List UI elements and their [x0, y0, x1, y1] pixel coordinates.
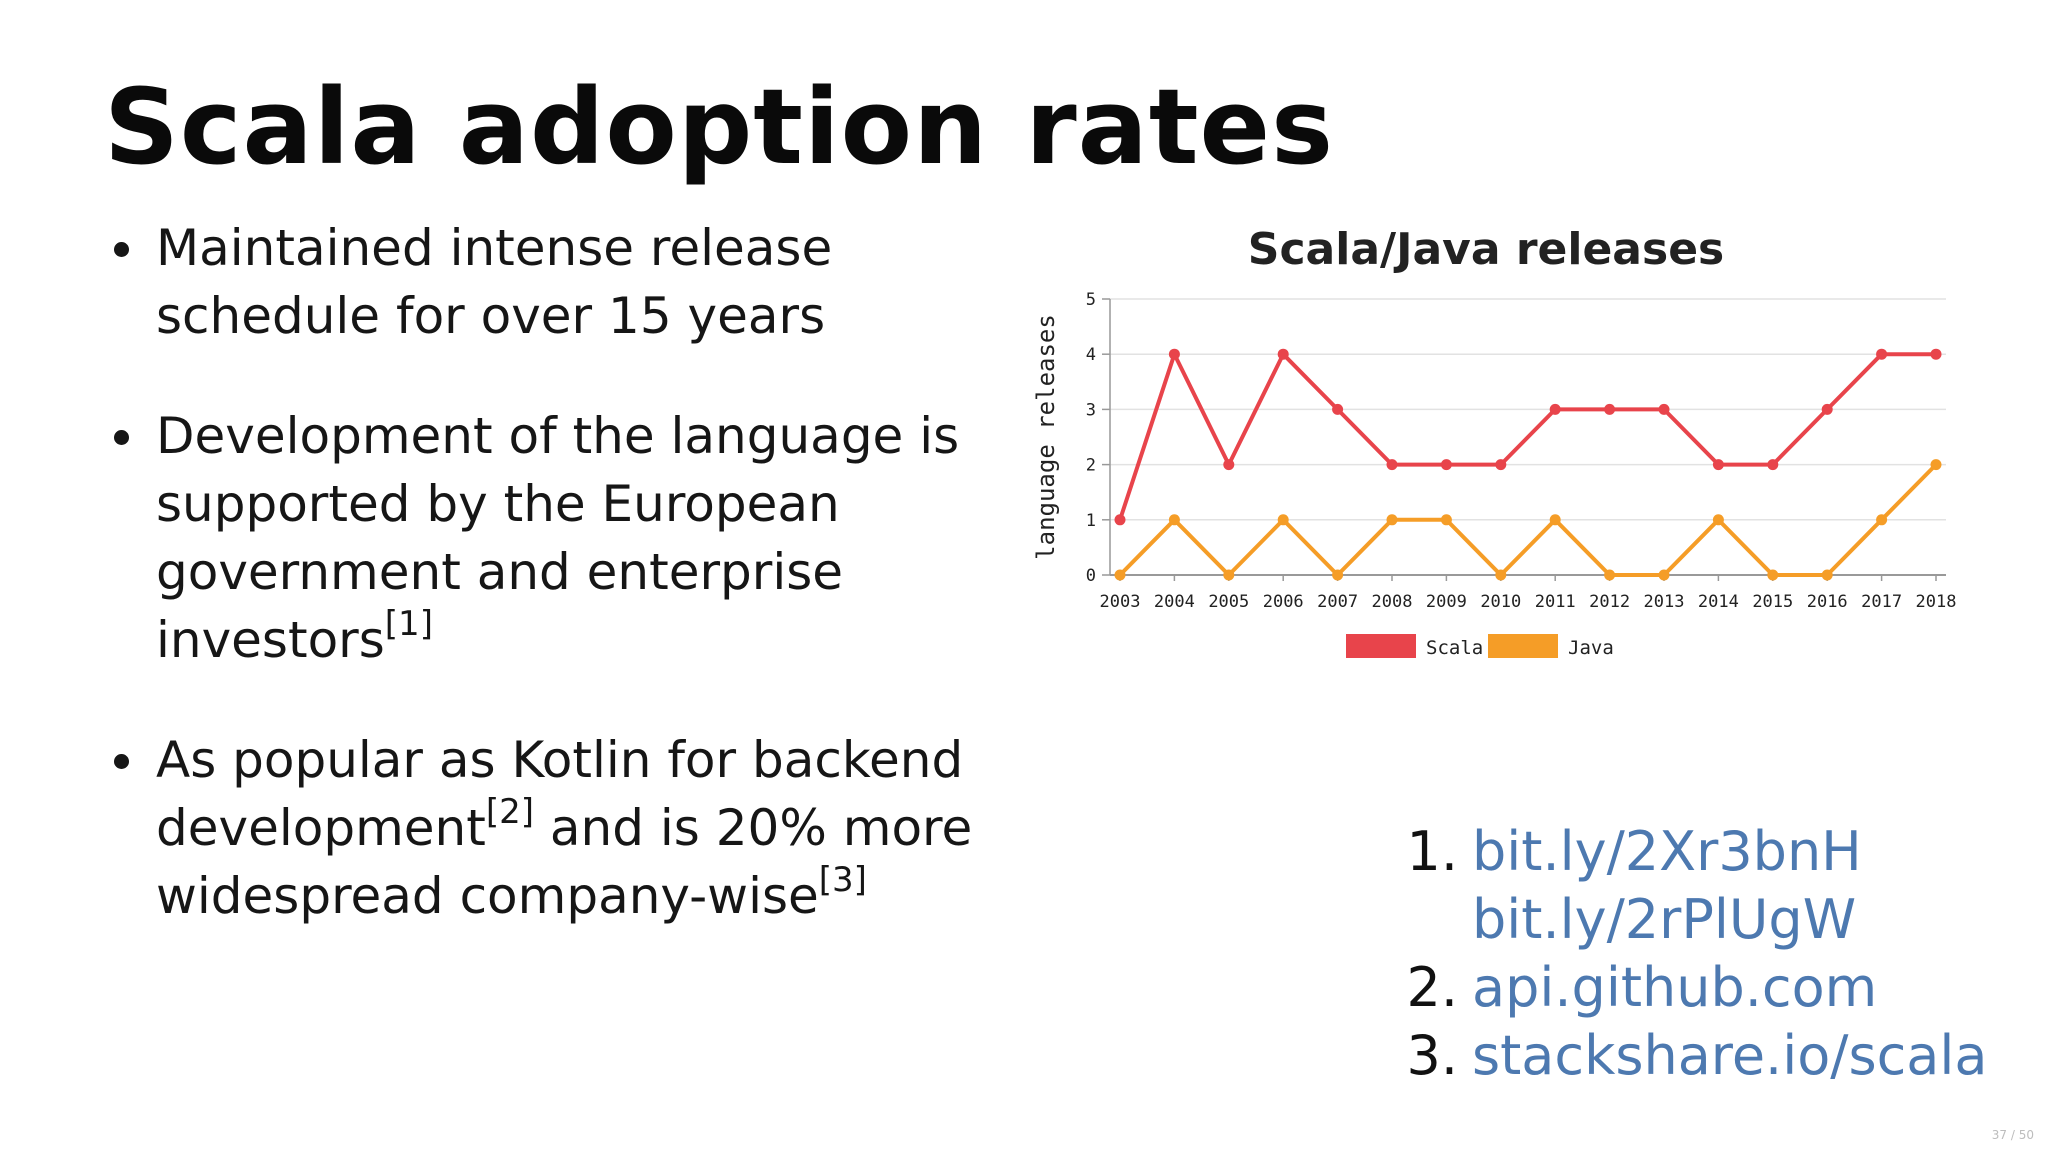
legend-swatch-scala[interactable]: [1346, 634, 1416, 658]
citation-mark[interactable]: [1]: [384, 604, 433, 644]
y-tick-label: 1: [1086, 511, 1096, 531]
data-point-scala[interactable]: [1114, 514, 1126, 526]
y-axis-label: language releases: [1032, 314, 1060, 560]
reference-item: 3. stackshare.io/scala: [1398, 1022, 1987, 1090]
data-point-scala[interactable]: [1876, 348, 1888, 360]
data-point-scala[interactable]: [1277, 348, 1289, 360]
x-tick-label: 2014: [1698, 592, 1739, 612]
bullet-text: and is 20% more widespread company-wise: [156, 799, 973, 925]
series-line-scala: [1118, 352, 1936, 521]
legend-label-java[interactable]: Java: [1568, 637, 1614, 659]
data-point-scala[interactable]: [1930, 348, 1942, 360]
reference-item: 1. bit.ly/2Xr3bnH bit.ly/2rPlUgW: [1398, 818, 1987, 954]
data-point-java[interactable]: [1114, 569, 1126, 581]
data-point-java[interactable]: [1332, 569, 1344, 581]
data-point-scala[interactable]: [1821, 403, 1833, 415]
x-tick-label: 2015: [1752, 592, 1793, 612]
chart-svg: Scala/Java releases language releases 0 1…: [1032, 224, 1957, 659]
data-point-java[interactable]: [1549, 514, 1561, 526]
citation-mark[interactable]: [2]: [485, 792, 535, 832]
bullet-item: Maintained intense release schedule for …: [104, 214, 1004, 350]
data-point-scala[interactable]: [1223, 459, 1235, 471]
data-point-scala[interactable]: [1168, 348, 1180, 360]
bullet-item: As popular as Kotlin for backend develop…: [104, 726, 1004, 930]
x-tick-label: 2018: [1916, 592, 1957, 612]
data-point-java[interactable]: [1440, 514, 1452, 526]
data-point-java[interactable]: [1495, 569, 1507, 581]
series-line-java: [1118, 463, 1938, 577]
data-point-java[interactable]: [1386, 514, 1398, 526]
bullet-text: Development of the language is supported…: [156, 407, 960, 669]
data-point-scala[interactable]: [1549, 403, 1561, 415]
data-point-java[interactable]: [1658, 569, 1670, 581]
x-tick-label: 2009: [1426, 592, 1467, 612]
y-tick-label: 2: [1086, 456, 1096, 476]
data-point-java[interactable]: [1168, 514, 1180, 526]
reference-link[interactable]: bit.ly/2Xr3bnH: [1472, 820, 1862, 883]
releases-chart: Scala/Java releases language releases 0 1…: [1010, 210, 1970, 680]
reference-link[interactable]: bit.ly/2rPlUgW: [1472, 888, 1857, 951]
reference-item: 2. api.github.com: [1398, 954, 1987, 1022]
data-point-java[interactable]: [1604, 569, 1616, 581]
legend-label-scala[interactable]: Scala: [1426, 637, 1483, 659]
y-tick-label: 5: [1086, 290, 1096, 310]
reference-list: 1. bit.ly/2Xr3bnH bit.ly/2rPlUgW 2. api.…: [1398, 818, 1987, 1090]
page-indicator: 37 / 50: [1991, 1128, 2034, 1142]
data-point-scala[interactable]: [1658, 403, 1670, 415]
reference-number: 3.: [1406, 1024, 1458, 1087]
data-point-java[interactable]: [1223, 569, 1235, 581]
bullet-text: As popular as Kotlin for backend develop…: [156, 731, 964, 857]
data-point-scala[interactable]: [1712, 459, 1724, 471]
reference-link[interactable]: api.github.com: [1472, 956, 1878, 1019]
data-point-scala[interactable]: [1767, 459, 1779, 471]
x-tick-label: 2010: [1480, 592, 1521, 612]
data-point-java[interactable]: [1277, 514, 1289, 526]
chart-title: Scala/Java releases: [1248, 224, 1724, 275]
bullet-text: Maintained intense release schedule for …: [156, 219, 833, 345]
y-tick-label: 3: [1086, 400, 1096, 420]
data-point-java[interactable]: [1876, 514, 1888, 526]
bullet-item: Development of the language is supported…: [104, 402, 1004, 674]
x-tick-label: 2012: [1589, 592, 1630, 612]
reference-link[interactable]: stackshare.io/scala: [1472, 1024, 1988, 1087]
reference-number: 2.: [1406, 956, 1458, 1019]
data-point-java[interactable]: [1930, 459, 1942, 471]
data-point-java[interactable]: [1821, 569, 1833, 581]
x-tick-label: 2013: [1644, 592, 1685, 612]
x-tick-label: 2017: [1861, 592, 1902, 612]
bullet-list: Maintained intense release schedule for …: [104, 214, 1004, 982]
data-point-java[interactable]: [1767, 569, 1779, 581]
citation-mark[interactable]: [3]: [818, 860, 867, 900]
data-point-scala[interactable]: [1332, 403, 1344, 415]
x-tick-label: 2004: [1154, 592, 1195, 612]
x-tick-label: 2008: [1372, 592, 1413, 612]
slide-title: Scala adoption rates: [104, 66, 1334, 188]
x-tick-label: 2005: [1208, 592, 1249, 612]
x-tick-label: 2016: [1807, 592, 1848, 612]
y-tick-label: 4: [1086, 345, 1096, 365]
x-tick-label: 2011: [1535, 592, 1576, 612]
reference-number: 1.: [1406, 820, 1458, 883]
data-point-scala[interactable]: [1604, 403, 1616, 415]
y-tick-label: 0: [1086, 566, 1096, 586]
x-tick-label: 2007: [1317, 592, 1358, 612]
legend-swatch-java[interactable]: [1488, 634, 1558, 658]
data-point-scala[interactable]: [1386, 459, 1398, 471]
data-point-scala[interactable]: [1495, 459, 1507, 471]
data-point-scala[interactable]: [1440, 459, 1452, 471]
data-point-java[interactable]: [1712, 514, 1724, 526]
x-tick-label: 2003: [1100, 592, 1141, 612]
x-tick-label: 2006: [1263, 592, 1304, 612]
